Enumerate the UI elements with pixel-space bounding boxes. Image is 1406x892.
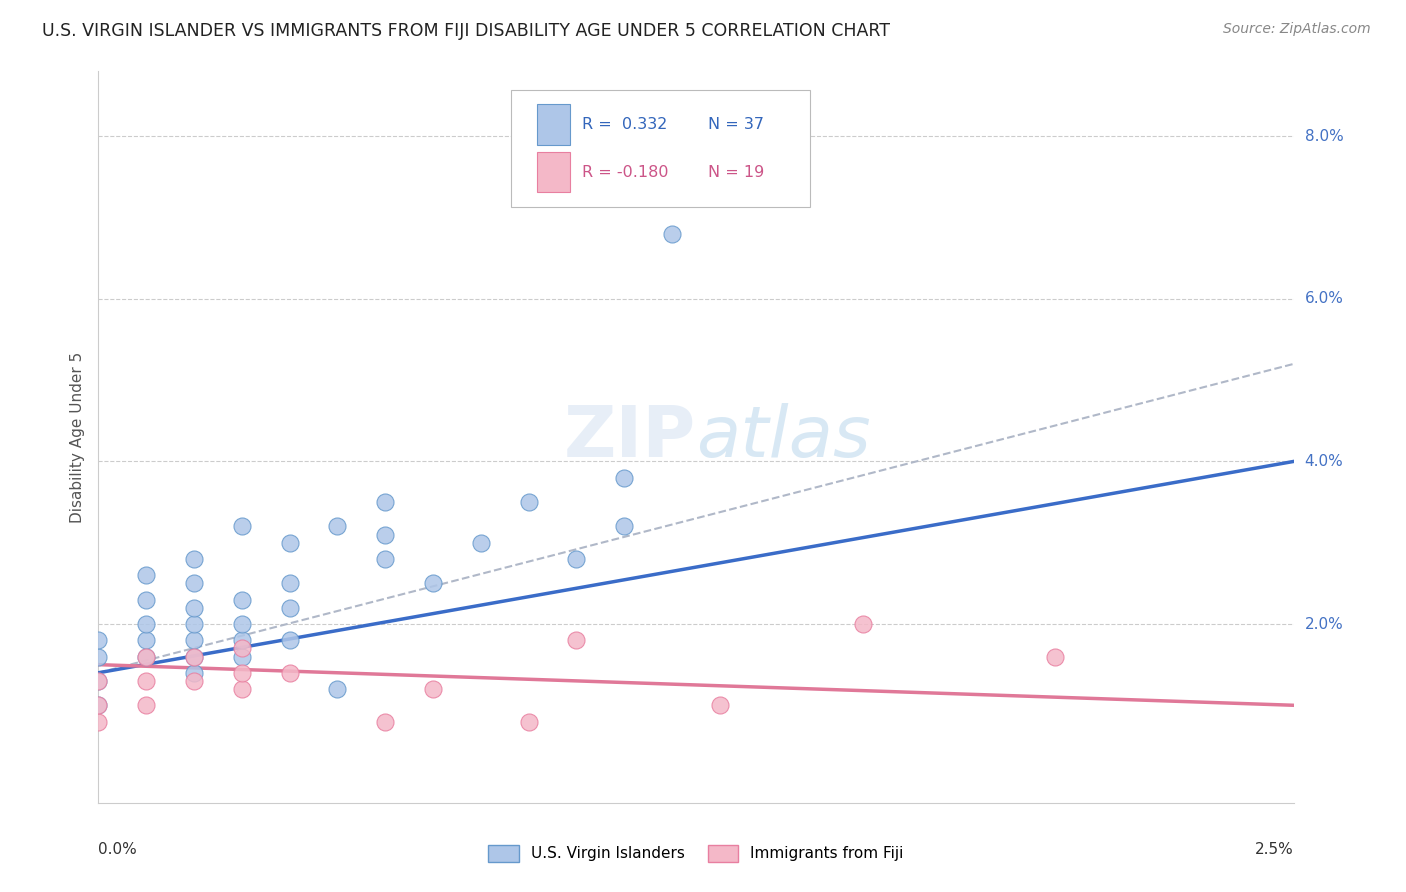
Point xyxy=(183,600,205,615)
Point xyxy=(1043,649,1066,664)
Point xyxy=(135,617,157,632)
Point xyxy=(231,665,253,680)
Point xyxy=(231,641,253,656)
Point xyxy=(183,665,205,680)
Point xyxy=(231,633,253,648)
Point xyxy=(231,617,253,632)
Point xyxy=(231,592,253,607)
Point xyxy=(135,592,157,607)
Point xyxy=(565,633,588,648)
Point xyxy=(135,698,157,713)
Point xyxy=(422,681,444,696)
Text: ZIP: ZIP xyxy=(564,402,696,472)
Point xyxy=(374,527,396,541)
Point xyxy=(183,617,205,632)
Legend: U.S. Virgin Islanders, Immigrants from Fiji: U.S. Virgin Islanders, Immigrants from F… xyxy=(482,838,910,868)
FancyBboxPatch shape xyxy=(537,152,571,192)
Point xyxy=(231,681,253,696)
Point xyxy=(87,649,110,664)
Point xyxy=(87,673,110,688)
Point xyxy=(374,714,396,729)
Text: 8.0%: 8.0% xyxy=(1305,128,1343,144)
Point xyxy=(374,552,396,566)
Point xyxy=(87,698,110,713)
Point xyxy=(374,495,396,509)
Point xyxy=(517,714,540,729)
Point xyxy=(87,698,110,713)
Point xyxy=(278,600,301,615)
Text: R = -0.180: R = -0.180 xyxy=(582,165,669,180)
Point xyxy=(135,673,157,688)
Point xyxy=(326,519,349,533)
FancyBboxPatch shape xyxy=(510,90,810,207)
Point xyxy=(135,633,157,648)
Point xyxy=(87,673,110,688)
Point xyxy=(661,227,683,241)
Point xyxy=(183,649,205,664)
Text: N = 19: N = 19 xyxy=(709,165,765,180)
Text: U.S. VIRGIN ISLANDER VS IMMIGRANTS FROM FIJI DISABILITY AGE UNDER 5 CORRELATION : U.S. VIRGIN ISLANDER VS IMMIGRANTS FROM … xyxy=(42,22,890,40)
Point xyxy=(278,633,301,648)
Point xyxy=(278,576,301,591)
Text: atlas: atlas xyxy=(696,402,870,472)
Point xyxy=(135,649,157,664)
Point xyxy=(613,519,636,533)
Text: 4.0%: 4.0% xyxy=(1305,454,1343,469)
Text: 0.0%: 0.0% xyxy=(98,842,138,856)
Text: N = 37: N = 37 xyxy=(709,117,763,132)
Point xyxy=(183,633,205,648)
Point xyxy=(183,673,205,688)
Point xyxy=(565,552,588,566)
Point xyxy=(422,576,444,591)
Text: 2.0%: 2.0% xyxy=(1305,616,1343,632)
Point xyxy=(183,552,205,566)
Point xyxy=(613,471,636,485)
Point xyxy=(231,649,253,664)
Point xyxy=(278,665,301,680)
Point xyxy=(517,495,540,509)
Text: R =  0.332: R = 0.332 xyxy=(582,117,668,132)
Point xyxy=(231,519,253,533)
FancyBboxPatch shape xyxy=(537,104,571,145)
Point xyxy=(87,633,110,648)
Point xyxy=(87,714,110,729)
Point xyxy=(852,617,875,632)
Text: 2.5%: 2.5% xyxy=(1254,842,1294,856)
Text: Source: ZipAtlas.com: Source: ZipAtlas.com xyxy=(1223,22,1371,37)
Point xyxy=(183,649,205,664)
Point xyxy=(135,649,157,664)
Point xyxy=(183,576,205,591)
Point xyxy=(326,681,349,696)
Point xyxy=(709,698,731,713)
Point xyxy=(278,535,301,549)
Y-axis label: Disability Age Under 5: Disability Age Under 5 xyxy=(69,351,84,523)
Point xyxy=(135,568,157,582)
Text: 6.0%: 6.0% xyxy=(1305,292,1344,307)
Point xyxy=(470,535,492,549)
